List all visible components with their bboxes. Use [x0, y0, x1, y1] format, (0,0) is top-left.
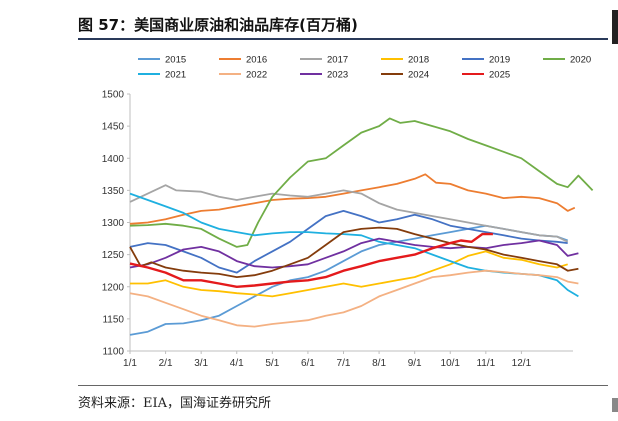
x-tick-label: 5/1	[265, 358, 279, 369]
series-line-2019	[129, 209, 568, 274]
series-line-2022	[129, 269, 579, 328]
legend-label-2024: 2024	[408, 70, 429, 81]
adjacent-panel-edge	[612, 10, 618, 44]
y-tick-label: 1500	[102, 90, 125, 101]
y-tick-label: 1200	[102, 282, 125, 293]
chart-axes: 1100 1150 1200 1250 1300 1350 1400 1450 1500 1/1 2…	[102, 90, 573, 369]
y-tick-label: 1450	[102, 122, 125, 133]
y-tick-label: 1100	[102, 347, 124, 358]
title-divider	[78, 38, 608, 40]
series-line-2024	[129, 226, 579, 279]
series-line-2017	[129, 184, 569, 243]
x-tick-label: 8/1	[372, 358, 386, 369]
x-tick-label: 11/1	[476, 358, 495, 369]
x-tick-label: 10/1	[441, 358, 461, 369]
series-line-2023	[129, 237, 579, 269]
series-line-2016	[129, 173, 576, 225]
inventory-line-chart: 2015 2016 2017 2018 2019 2020 2021 2022 2023 2024…	[102, 55, 594, 369]
legend-label-2023: 2023	[327, 70, 348, 81]
series-line-2018	[130, 250, 568, 298]
series-line-2020	[129, 117, 594, 248]
legend-label-2020: 2020	[570, 55, 591, 66]
chart-series	[129, 117, 594, 336]
page-title: 图 57：美国商业原油和油品库存(百万桶)	[78, 16, 358, 34]
footer-divider	[78, 385, 608, 386]
x-tick-label: 7/1	[337, 358, 351, 369]
legend-label-2021: 2021	[165, 70, 186, 81]
legend-label-2015: 2015	[165, 55, 186, 66]
y-tick-label: 1400	[102, 154, 125, 165]
x-tick-label: 6/1	[301, 358, 315, 369]
adjacent-panel-edge-bottom	[612, 398, 618, 412]
chart-legend: 2015 2016 2017 2018 2019 2020 2021 2022 2023 2024…	[138, 55, 591, 81]
legend-label-2022: 2022	[246, 70, 267, 81]
legend-label-2016: 2016	[246, 55, 267, 66]
x-tick-label: 3/1	[194, 358, 208, 369]
x-tick-label: 2/1	[159, 358, 173, 369]
legend-label-2018: 2018	[408, 55, 429, 66]
y-tick-label: 1300	[102, 218, 125, 229]
x-tick-label: 1/1	[123, 358, 137, 369]
y-tick-label: 1250	[102, 250, 125, 261]
y-tick-label: 1350	[102, 186, 125, 197]
x-tick-label: 4/1	[230, 358, 244, 369]
x-tick-label: 9/1	[408, 358, 422, 369]
legend-label-2019: 2019	[489, 55, 510, 66]
legend-label-2017: 2017	[327, 55, 348, 66]
x-tick-label: 12/1	[512, 358, 532, 369]
legend-label-2025: 2025	[489, 70, 510, 81]
y-tick-label: 1150	[102, 314, 124, 325]
series-line-2025	[129, 232, 493, 289]
source-note: 资料来源：EIA，国海证券研究所	[78, 396, 272, 411]
